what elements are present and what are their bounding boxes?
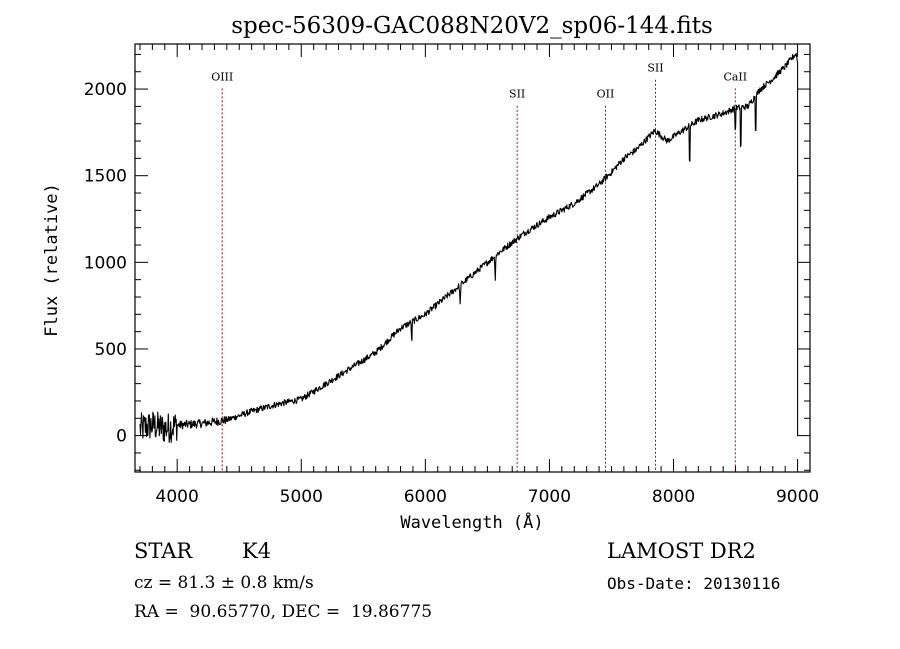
y-axis-label: Flux (relative) (42, 183, 62, 337)
marker-label-oii: OII (597, 88, 615, 101)
y-tick-label: 1500 (84, 167, 127, 187)
marker-label-caii: CaII (723, 70, 747, 83)
spectrum-line (139, 52, 799, 443)
x-axis-label: Wavelength (Å) (400, 511, 543, 533)
y-tick-label: 500 (95, 340, 127, 360)
marker-label-sii: SII (509, 88, 525, 101)
plot-frame (134, 43, 811, 473)
object-subclass: K4 (242, 539, 272, 563)
y-tick-label: 0 (116, 427, 127, 447)
observation-date: Obs-Date: 20130116 (607, 574, 781, 593)
survey-name: LAMOST DR2 (607, 539, 756, 563)
axis-ticks: 4000 5000 6000 7000 8000 9000 0 500 1000 1500 2000 (84, 44, 819, 507)
x-tick-label: 9000 (776, 487, 819, 507)
redshift-cz: cz = 81.3 ± 0.8 km/s (134, 573, 314, 593)
x-tick-label: 6000 (404, 487, 447, 507)
x-tick-label: 5000 (280, 487, 323, 507)
marker-label-oiii: OIII (211, 70, 233, 83)
y-tick-label: 2000 (84, 80, 127, 100)
x-tick-label: 4000 (156, 487, 199, 507)
line-markers: OIII SII OII SII CaII (211, 62, 747, 472)
series-layer (139, 52, 799, 443)
y-tick-label: 1000 (84, 253, 127, 273)
x-tick-label: 7000 (528, 487, 571, 507)
x-tick-label: 8000 (652, 487, 695, 507)
marker-label-sii: SII (647, 62, 663, 75)
object-class: STAR (134, 539, 193, 563)
coordinates: RA = 90.65770, DEC = 19.86775 (134, 602, 433, 622)
chart-title: spec-56309-GAC088N20V2_sp06-144.fits (231, 13, 713, 39)
